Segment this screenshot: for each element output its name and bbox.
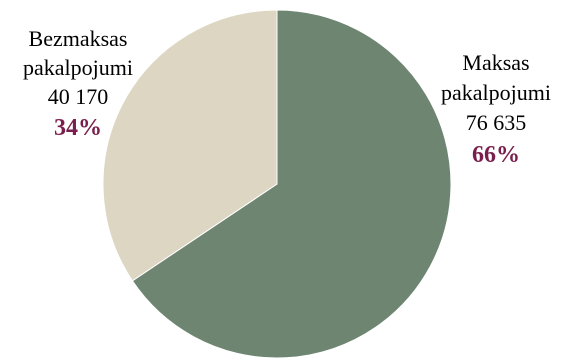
pie-slice-paid [131, 9, 452, 359]
slice-value-label: 40 170 [48, 84, 109, 109]
slice-label-line1: Maksas [462, 50, 529, 75]
slice-label-group-paid: Maksas pakalpojumi 76 635 66% [441, 50, 551, 168]
slice-percent-label: 66% [472, 142, 520, 168]
slice-label-group-free: Bezmaksas pakalpojumi 40 170 34% [23, 26, 133, 141]
slice-label-line2: pakalpojumi [23, 55, 133, 80]
slice-percent-label: 34% [54, 115, 102, 141]
pie-slice-free [102, 9, 278, 282]
slice-label-line1: Bezmaksas [29, 26, 128, 51]
slice-value-label: 76 635 [466, 110, 527, 135]
slice-label-line2: pakalpojumi [441, 80, 551, 105]
pie-slices [102, 9, 452, 359]
